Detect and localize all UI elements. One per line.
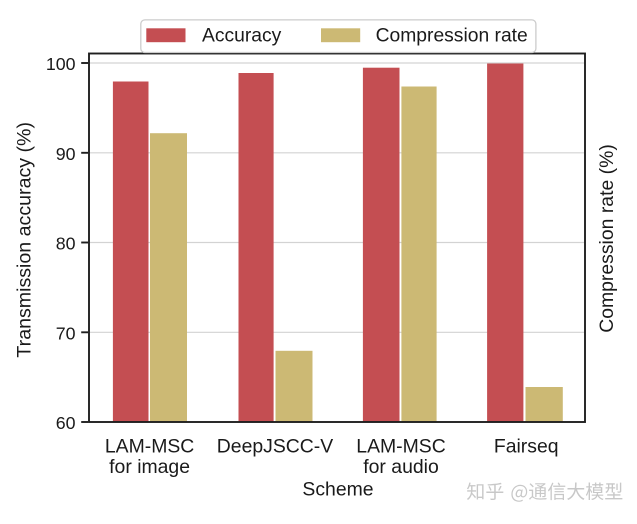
svg-text:Accuracy: Accuracy xyxy=(202,26,282,47)
svg-text:DeepJSCC-V: DeepJSCC-V xyxy=(217,436,333,458)
svg-text:Fairseq: Fairseq xyxy=(494,436,559,458)
svg-text:LAM-MSC: LAM-MSC xyxy=(356,436,445,458)
svg-text:Compression rate (%): Compression rate (%) xyxy=(596,144,618,333)
svg-text:70: 70 xyxy=(56,323,76,343)
svg-text:100: 100 xyxy=(46,54,76,74)
svg-text:LAM-MSC: LAM-MSC xyxy=(105,436,194,458)
svg-text:for image: for image xyxy=(109,456,190,478)
svg-text:for audio: for audio xyxy=(363,456,438,478)
svg-text:60: 60 xyxy=(56,413,76,433)
svg-text:90: 90 xyxy=(56,144,76,164)
svg-text:Scheme: Scheme xyxy=(302,479,373,501)
svg-text:80: 80 xyxy=(56,234,76,254)
svg-text:Transmission accuracy (%): Transmission accuracy (%) xyxy=(14,122,36,358)
svg-text:Compression rate: Compression rate xyxy=(376,26,528,47)
